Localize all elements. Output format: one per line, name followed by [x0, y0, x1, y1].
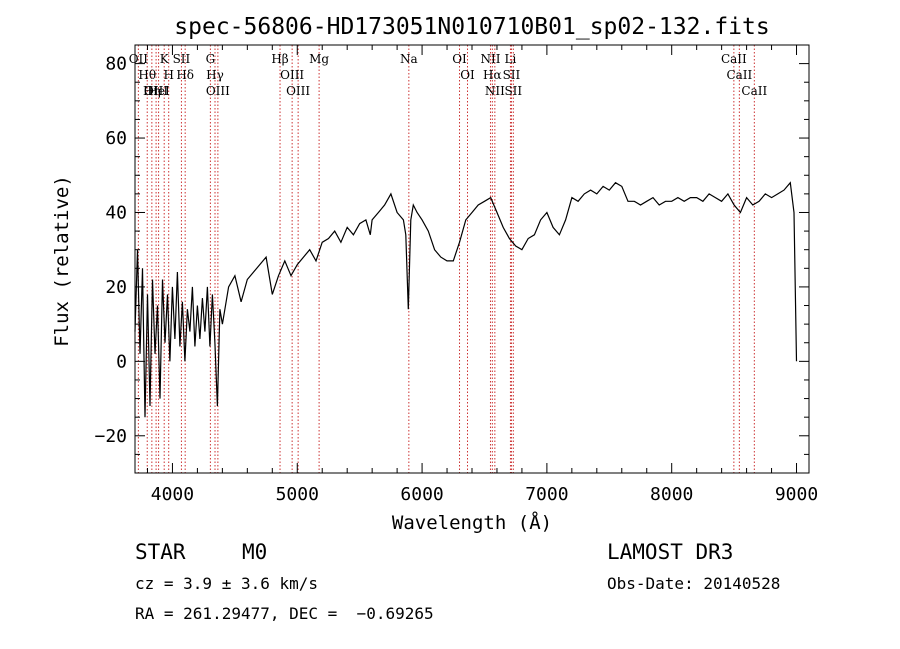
x-tick-label-6000: 6000	[400, 484, 443, 505]
observation-date: Obs-Date: 20140528	[607, 574, 781, 593]
object-class: STAR	[135, 540, 186, 564]
marker-label-14: OIII	[286, 84, 310, 98]
marker-label-10: Hγ	[206, 68, 224, 82]
marker-label-27: CaII	[741, 84, 767, 98]
marker-label-20: Hα	[483, 68, 502, 82]
x-axis-ticks: 4000 5000 6000 7000 8000 9000	[146, 45, 818, 505]
x-tick-label-8000: 8000	[650, 484, 693, 505]
y-axis-label: Flux (relative)	[51, 175, 73, 347]
marker-label-0: OII	[129, 52, 149, 66]
marker-label-13: OIII	[280, 68, 304, 82]
marker-label-21: NII	[485, 84, 505, 98]
marker-label-22: Li	[505, 52, 517, 66]
marker-label-3: OIII	[144, 84, 168, 98]
y-tick-label--20: −20	[94, 426, 127, 447]
coordinates: RA = 261.29477, DEC = −0.69265	[135, 604, 434, 623]
marker-label-24: SII	[504, 84, 522, 98]
marker-label-15: Mg	[309, 52, 329, 66]
chart-title: spec-56806-HD173051N010710B01_sp02-132.f…	[174, 14, 769, 40]
object-subclass: M0	[242, 540, 268, 564]
x-tick-label-7000: 7000	[525, 484, 568, 505]
marker-label-8: Hδ	[176, 68, 194, 82]
y-tick-label-40: 40	[105, 202, 127, 223]
survey-name: LAMOST DR3	[607, 540, 734, 564]
marker-label-16: Na	[400, 52, 418, 66]
x-tick-label-4000: 4000	[151, 484, 194, 505]
marker-label-12: Hβ	[271, 52, 288, 66]
line-markers	[137, 45, 755, 473]
y-tick-label-60: 60	[105, 128, 127, 149]
y-axis-ticks: −20 0 20 40 60 80	[94, 44, 809, 474]
marker-label-23: SII	[503, 68, 521, 82]
marker-label-11: OIII	[206, 84, 230, 98]
marker-label-18: OI	[460, 68, 475, 82]
marker-label-17: OI	[452, 52, 467, 66]
marker-label-9: G	[206, 52, 216, 66]
marker-label-1: Hθ	[138, 68, 156, 82]
marker-label-4: HeI	[147, 84, 170, 98]
y-tick-label-80: 80	[105, 54, 127, 75]
marker-label-6: H	[163, 68, 173, 82]
y-tick-label-0: 0	[116, 351, 127, 372]
x-axis-label: Wavelength (Å)	[392, 511, 552, 534]
x-tick-label-5000: 5000	[276, 484, 319, 505]
marker-label-7: SII	[173, 52, 191, 66]
y-tick-label-20: 20	[105, 277, 127, 298]
marker-label-26: CaII	[726, 68, 752, 82]
marker-label-2: Hη	[143, 84, 161, 98]
spectrum-line	[134, 181, 798, 418]
line-marker-labels: OIIHθHηOIIIHeIKHSIIHδGHγOIIIHβOIIIOIIIMg…	[129, 52, 768, 98]
marker-label-25: CaII	[721, 52, 747, 66]
redshift-value: cz = 3.9 ± 3.6 km/s	[135, 574, 319, 593]
marker-label-5: K	[160, 52, 170, 66]
x-tick-label-9000: 9000	[775, 484, 818, 505]
marker-label-19: NII	[480, 52, 500, 66]
plot-frame	[134, 44, 810, 474]
